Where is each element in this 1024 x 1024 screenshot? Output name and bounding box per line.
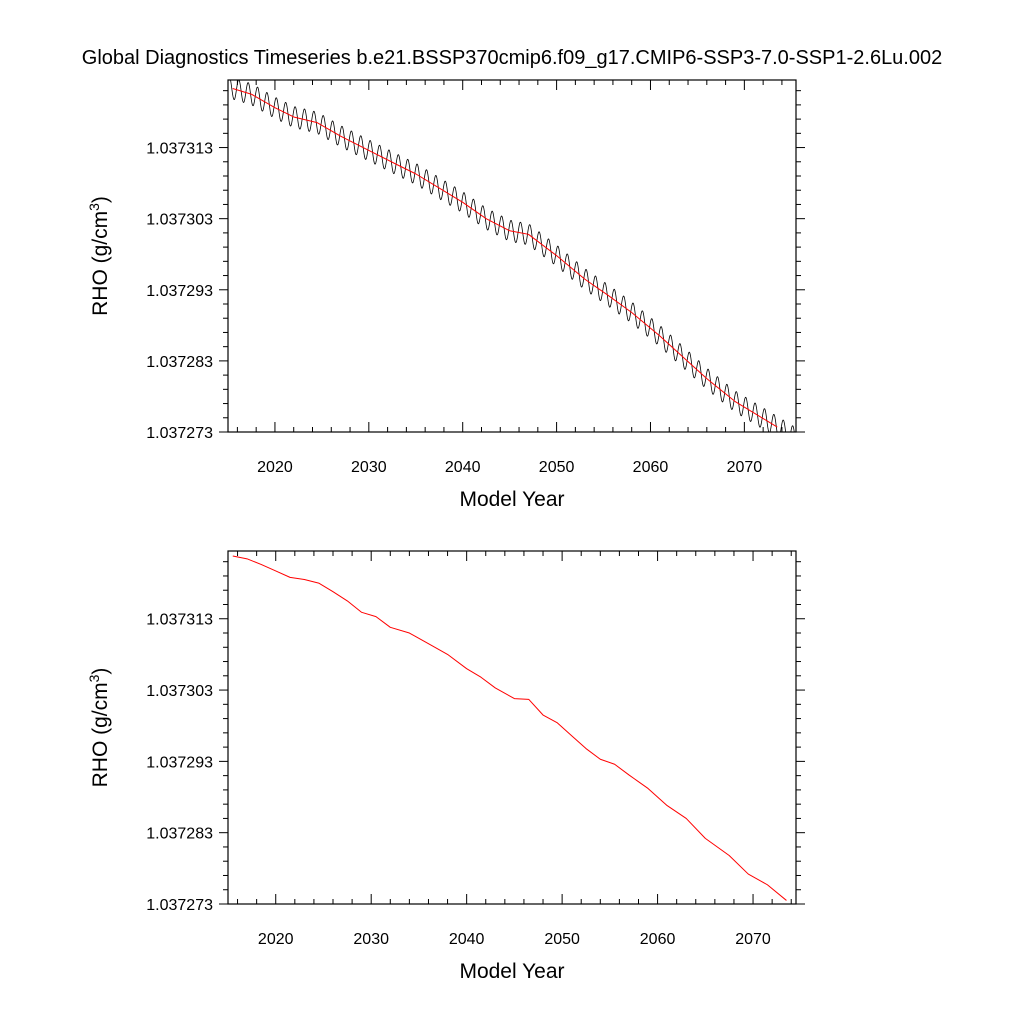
y-tick-label: 1.037313 (146, 141, 213, 158)
bottom-panel: 2020 2030 2040 2050 2060 2070 1.037273 1.037283… (86, 550, 805, 983)
x-tick-label: 2030 (353, 931, 389, 948)
y-tick-label: 1.037273 (146, 897, 213, 914)
y-axis-label-close: ) (89, 668, 112, 675)
y-axis-label-superscript: 3 (86, 203, 102, 211)
x-axis-label: Model Year (459, 488, 564, 511)
annual-mean-series-line (232, 88, 778, 428)
x-axis-label: Model Year (459, 960, 564, 983)
x-tick-label: 2070 (727, 459, 763, 476)
top-panel: 2020 2030 2040 2050 2060 2070 1.037273 1.037283… (86, 79, 805, 511)
x-tick-label: 2050 (539, 459, 575, 476)
x-tick-label: 2070 (735, 931, 771, 948)
x-tick-label: 2020 (258, 931, 294, 948)
y-axis-label: RHO (g/cm3) (86, 196, 112, 316)
x-tick-label: 2030 (351, 459, 387, 476)
monthly-series-line (228, 80, 795, 432)
plot-area (232, 555, 787, 901)
y-tick-label: 1.037283 (146, 354, 213, 371)
y-tick-label: 1.037313 (146, 612, 213, 629)
y-tick-label: 1.037303 (146, 212, 213, 229)
x-tick-label: 2060 (633, 459, 669, 476)
y-axis-label-text: RHO (g/cm (89, 682, 112, 787)
axis-ticks (219, 551, 805, 905)
x-tick-label: 2050 (544, 931, 580, 948)
plot-area (228, 80, 795, 432)
y-axis-label-close: ) (89, 196, 112, 203)
y-tick-label: 1.037293 (146, 283, 213, 300)
plot-frame (227, 79, 797, 433)
y-tick-label: 1.037293 (146, 754, 213, 771)
x-tick-label: 2040 (445, 459, 481, 476)
annual-mean-series-line (232, 555, 787, 901)
plot-frame (227, 550, 797, 905)
x-tick-label: 2040 (449, 931, 485, 948)
figure-title: Global Diagnostics Timeseries b.e21.BSSP… (82, 47, 942, 69)
y-tick-label: 1.037303 (146, 683, 213, 700)
x-tick-label: 2020 (257, 459, 293, 476)
x-tick-label: 2060 (640, 931, 676, 948)
y-axis-label-text: RHO (g/cm (89, 211, 112, 316)
y-axis-label: RHO (g/cm3) (86, 668, 112, 788)
y-axis-label-superscript: 3 (86, 674, 102, 682)
y-tick-label: 1.037273 (146, 425, 213, 442)
axis-ticks (219, 80, 805, 433)
y-tick-label: 1.037283 (146, 826, 213, 843)
